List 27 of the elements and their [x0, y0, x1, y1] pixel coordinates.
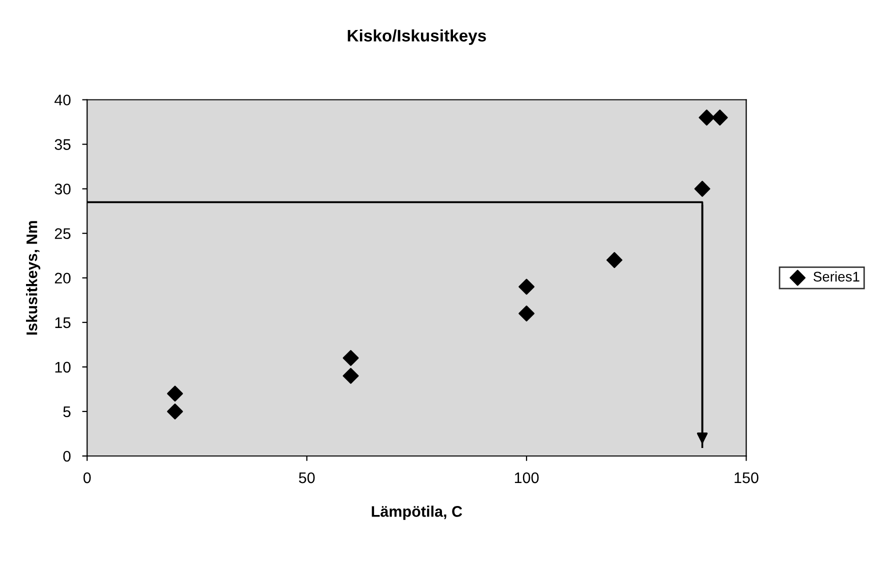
point	[342, 350, 359, 366]
x-tick-label: 0	[83, 472, 91, 484]
chart-title: Kisko/Iskusitkeys	[348, 29, 486, 45]
y-tick-label: 30	[54, 184, 71, 194]
point	[712, 110, 728, 126]
y-tick-label: 10	[55, 362, 71, 373]
y-axis-title: Iskusitkeys, Nm	[26, 221, 40, 335]
y-tick-label: 35	[54, 139, 71, 150]
y-tick-label: 15	[55, 317, 71, 328]
x-tick-label: 100	[514, 472, 539, 484]
y-tick-label: 5	[63, 406, 71, 418]
x-tick-label: 150	[734, 472, 758, 484]
x-axis-title: Lämpötila, C	[372, 506, 462, 520]
point	[606, 252, 622, 268]
point	[518, 278, 535, 295]
y-tick-label: 40	[54, 94, 71, 106]
point	[167, 403, 183, 420]
point	[167, 386, 183, 402]
point	[518, 306, 535, 322]
point	[694, 180, 710, 197]
legend-label: Series1	[814, 271, 860, 282]
y-tick-label: 25	[54, 228, 71, 240]
y-tick-label: 20	[54, 272, 71, 284]
x-tick-label: 50	[298, 472, 315, 484]
point	[698, 110, 715, 126]
y-tick-label: 0	[63, 450, 71, 462]
point	[342, 368, 359, 384]
